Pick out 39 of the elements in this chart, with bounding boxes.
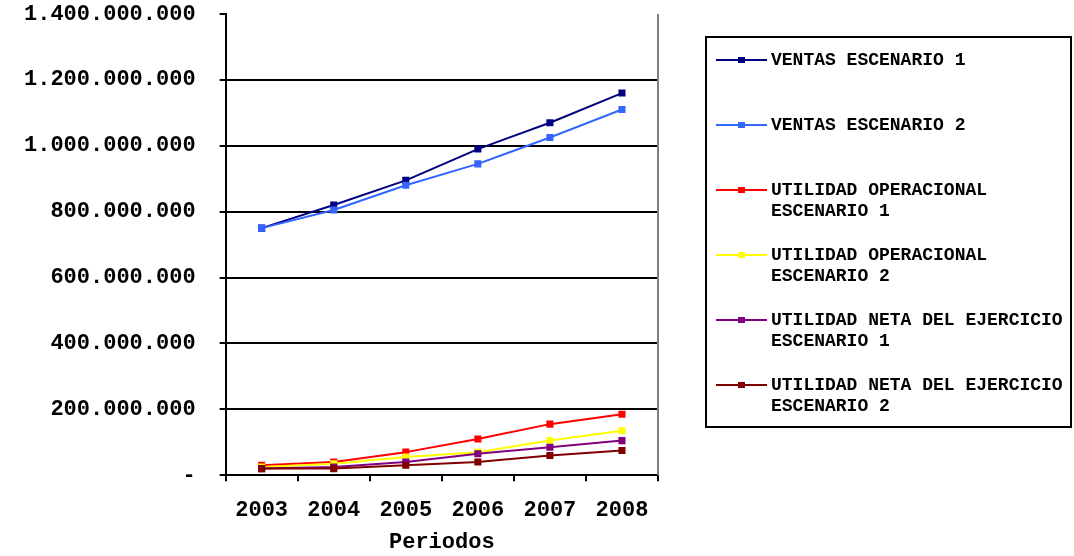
point	[474, 435, 482, 443]
point	[474, 458, 482, 466]
y-tick-label: 1.200.000.000	[23, 67, 196, 93]
legend-label: UTILIDAD NETA DEL EJERCICIO ESCENARIO 2	[771, 375, 1064, 417]
point	[618, 89, 626, 97]
y-tick-label: 1.000.000.000	[23, 133, 196, 159]
x-tick-label: 2005	[379, 497, 433, 523]
point	[546, 119, 554, 127]
point	[618, 427, 626, 435]
x-tick-label: 2003	[235, 497, 289, 523]
x-tick-label: 2006	[451, 497, 505, 523]
point	[402, 181, 410, 189]
point	[546, 451, 554, 459]
y-tick-label: 400.000.000	[50, 330, 196, 356]
point	[474, 160, 482, 168]
point	[474, 145, 482, 153]
point	[330, 206, 338, 214]
y-tick-label: -	[182, 462, 196, 488]
y-tick-label: 1.400.000.000	[23, 1, 196, 27]
point	[546, 443, 554, 451]
legend-label: VENTAS ESCENARIO 1	[771, 50, 967, 71]
x-tick-label: 2004	[307, 497, 361, 523]
legend-label: UTILIDAD NETA DEL EJERCICIO ESCENARIO 1	[771, 310, 1064, 352]
y-tick-label: 600.000.000	[50, 265, 196, 291]
y-tick-label: 200.000.000	[50, 396, 196, 422]
legend-label: UTILIDAD OPERACIONAL ESCENARIO 1	[771, 180, 989, 222]
point	[546, 420, 554, 428]
x-tick-label: 2007	[523, 497, 577, 523]
point	[618, 446, 626, 455]
point	[546, 134, 554, 142]
point	[546, 437, 554, 445]
legend-label: VENTAS ESCENARIO 2	[771, 115, 967, 136]
y-tick-label: 800.000.000	[50, 199, 196, 225]
x-tick-label: 2008	[595, 497, 649, 523]
legend-label: UTILIDAD OPERACIONAL ESCENARIO 2	[771, 245, 989, 287]
point	[618, 106, 626, 114]
point	[618, 437, 626, 445]
point	[618, 410, 626, 418]
x-axis-title: Periodos	[389, 530, 495, 556]
